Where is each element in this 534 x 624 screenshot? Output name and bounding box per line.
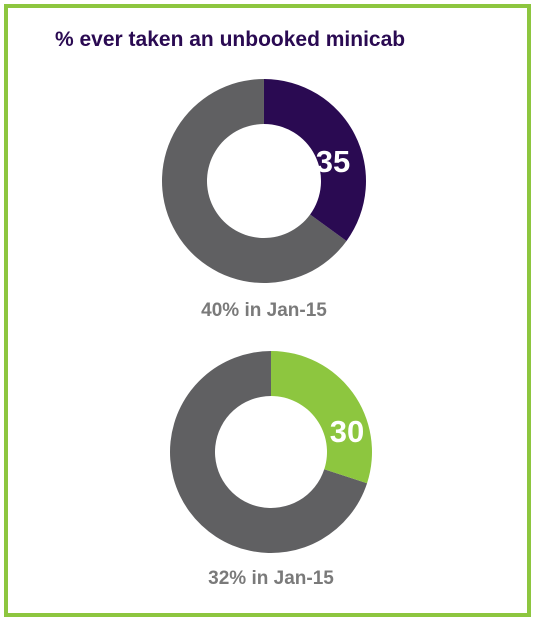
donut-1-remainder-slice <box>162 79 347 284</box>
donut-1-caption: 40% in Jan-15 <box>201 300 327 321</box>
chart-title: % ever taken an unbooked minicab <box>55 28 406 51</box>
donut-2-remainder-slice <box>170 351 368 553</box>
donut-chart-2: 30 <box>170 351 372 553</box>
donut-2-value-slice <box>271 351 372 484</box>
donut-1-value-slice <box>264 79 366 241</box>
donut-2-caption: 32% in Jan-15 <box>208 568 334 589</box>
donut-chart-1: 35 <box>162 79 366 284</box>
donut-2-value-label: 30 <box>330 414 364 449</box>
donut-1-value-label: 35 <box>316 144 350 179</box>
